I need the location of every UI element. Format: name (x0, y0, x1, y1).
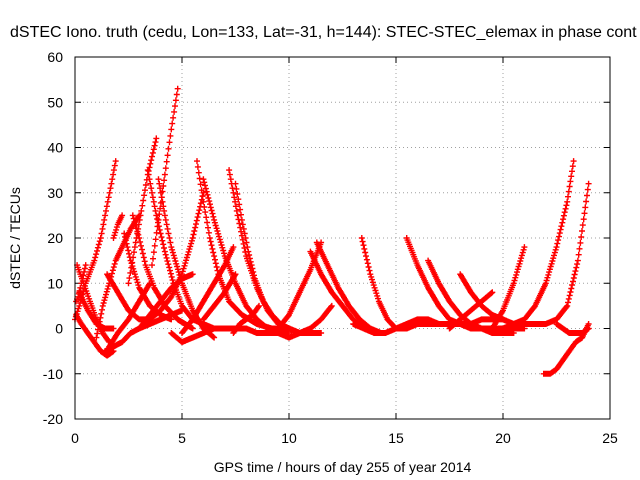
data-point-markers (110, 212, 126, 241)
x-tick-label: 10 (281, 430, 297, 446)
y-tick-labels: -20 -10 0 10 20 30 40 50 60 (43, 49, 63, 427)
y-tick-label: 20 (47, 230, 63, 246)
data-points (72, 85, 592, 377)
data-point-markers (168, 325, 282, 346)
y-tick-label: -20 (43, 411, 63, 427)
x-tick-labels: 0 5 10 15 20 25 (71, 430, 618, 446)
data-point-markers (73, 311, 117, 359)
data-point-markers (232, 180, 303, 336)
x-tick-label: 25 (602, 430, 618, 446)
series-arc (76, 289, 117, 332)
series-arc (275, 302, 335, 341)
x-tick-label: 20 (495, 430, 511, 446)
y-tick-label: -10 (43, 366, 63, 382)
chart-title: dSTEC Iono. truth (cedu, Lon=133, Lat=-3… (10, 24, 637, 41)
data-point-markers (510, 180, 592, 327)
y-axis-label: dSTEC / TECUs (7, 187, 23, 289)
series-arc (232, 180, 303, 336)
series-arc (489, 244, 528, 332)
data-point-markers (489, 244, 528, 332)
series-arc (510, 180, 592, 327)
data-point-markers (425, 257, 517, 336)
data-point-markers (149, 85, 181, 269)
series-arc (275, 239, 325, 332)
y-tick-label: 50 (47, 94, 63, 110)
x-tick-label: 5 (178, 430, 186, 446)
x-axis-label: GPS time / hours of day 255 of year 2014 (214, 459, 472, 475)
data-point-markers (194, 158, 288, 332)
data-point-markers (106, 280, 153, 350)
data-point-markers (275, 302, 335, 341)
grid-lines (75, 57, 610, 419)
series-arc (168, 325, 282, 346)
series-arc (200, 271, 239, 323)
data-point-markers (76, 289, 117, 332)
y-tick-label: 60 (47, 49, 63, 65)
series-arc (425, 257, 517, 336)
series-arc (194, 158, 288, 332)
plot-frame (74, 56, 611, 420)
series-arc (73, 311, 117, 359)
x-tick-label: 0 (71, 430, 79, 446)
series-arc (106, 280, 153, 350)
x-tick-label: 15 (388, 430, 404, 446)
y-tick-label: 30 (47, 185, 63, 201)
series-arc (110, 212, 126, 241)
y-tick-label: 0 (55, 321, 63, 337)
y-tick-label: 40 (47, 140, 63, 156)
series-arc (553, 321, 592, 336)
series-arc (230, 302, 262, 336)
y-tick-label: 10 (47, 275, 63, 291)
data-point-markers (230, 302, 262, 336)
series-arc (149, 85, 181, 269)
data-point-markers (553, 321, 592, 336)
data-point-markers (275, 239, 325, 332)
data-point-markers (200, 271, 239, 323)
